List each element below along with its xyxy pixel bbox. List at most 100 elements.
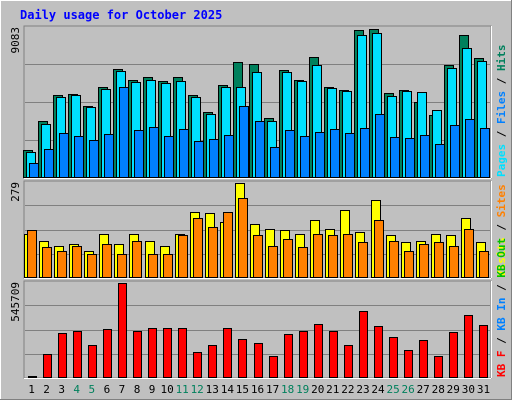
side-legend-item: / <box>495 278 508 298</box>
x-tick-label: 30 <box>462 383 475 396</box>
bar-pages-day-24 <box>375 114 385 178</box>
bar-kb-f-day-16 <box>254 343 263 378</box>
side-legend-item: / <box>495 124 508 144</box>
bar-kb-f-day-11 <box>178 328 187 378</box>
bar-kb-f-day-19 <box>299 331 308 378</box>
panels-layer: 9083 Pages / Files / Hits 279 Visits / Site… <box>9 25 508 379</box>
bar-pages-day-30 <box>465 119 475 178</box>
bar-sites-day-19 <box>298 247 308 278</box>
bar-pages-day-29 <box>450 125 460 178</box>
bar-pages-day-7 <box>119 87 129 178</box>
bar-pages-day-22 <box>345 133 355 178</box>
side-legend-item: KB In <box>495 298 508 331</box>
bar-kb-f-day-13 <box>208 345 217 378</box>
side-legend: Visits / Sites <box>495 184 508 277</box>
bar-pages-day-4 <box>74 136 84 178</box>
bar-kb-f-day-29 <box>449 332 458 378</box>
bar-pages-day-12 <box>194 141 204 178</box>
x-tick-label: 2 <box>43 383 50 396</box>
bar-sites-day-5 <box>87 254 97 278</box>
side-legend-item: Visits <box>495 237 508 277</box>
x-tick-label: 13 <box>206 383 219 396</box>
bar-pages-day-16 <box>255 121 265 178</box>
bar-sites-day-27 <box>419 244 429 278</box>
bar-sites-day-6 <box>102 244 112 278</box>
x-tick-label: 12 <box>191 383 204 396</box>
bar-sites-day-11 <box>178 235 188 278</box>
bar-sites-day-3 <box>57 251 67 278</box>
bar-sites-day-30 <box>464 229 474 278</box>
bar-kb-f-day-2 <box>43 354 52 378</box>
bar-kb-f-day-18 <box>284 334 293 378</box>
bar-sites-day-7 <box>117 254 127 278</box>
x-tick-label: 20 <box>311 383 324 396</box>
x-tick-label: 8 <box>134 383 141 396</box>
bar-kb-f-day-5 <box>88 345 97 378</box>
x-tick-label: 18 <box>281 383 294 396</box>
side-legend-item: / <box>495 331 508 351</box>
bar-sites-day-23 <box>358 242 368 278</box>
bar-sites-day-24 <box>374 220 384 278</box>
x-tick-label: 7 <box>119 383 126 396</box>
bar-pages-day-23 <box>360 128 370 178</box>
series-sites <box>27 198 489 278</box>
x-tick-labels: 1 2 3 4 5 6 7 8 9 10 11 12 13 14 15 16 17 18 19 20 21 22 23 24 2… <box>28 383 490 396</box>
bar-pages-day-14 <box>224 135 234 178</box>
bar-sites-day-2 <box>42 247 52 278</box>
y-max-label: 545709 <box>9 282 22 322</box>
bar-pages-day-1 <box>29 163 39 178</box>
chart-title: Daily usage for October 2025 <box>20 8 222 22</box>
x-tick-label: 21 <box>326 383 339 396</box>
x-tick-label: 31 <box>477 383 490 396</box>
bar-pages-day-6 <box>104 134 114 178</box>
x-tick-label: 29 <box>447 383 460 396</box>
bar-pages-day-21 <box>330 129 340 178</box>
bar-pages-day-3 <box>59 133 69 178</box>
bar-sites-day-15 <box>238 198 248 278</box>
bar-kb-f-day-21 <box>329 331 338 378</box>
bar-sites-day-8 <box>132 241 142 278</box>
bar-pages-day-5 <box>89 140 99 178</box>
x-tick-label: 26 <box>401 383 414 396</box>
bar-sites-day-10 <box>163 254 173 278</box>
bar-sites-day-16 <box>253 235 263 278</box>
bar-sites-day-21 <box>328 235 338 278</box>
bar-sites-day-9 <box>148 254 158 278</box>
bar-sites-day-31 <box>479 251 489 278</box>
bar-kb-f-day-1 <box>28 376 37 378</box>
bar-sites-day-17 <box>268 246 278 278</box>
x-tick-label: 1 <box>28 383 35 396</box>
side-legend-item: Sites <box>495 184 508 217</box>
bar-sites-day-25 <box>389 241 399 278</box>
bar-kb-f-day-9 <box>148 328 157 378</box>
bar-kb-f-day-3 <box>58 333 67 378</box>
bar-kb-f-day-8 <box>133 331 142 378</box>
bar-pages-day-18 <box>285 130 295 178</box>
bar-kb-f-day-6 <box>103 329 112 378</box>
side-legend-item: Pages <box>495 144 508 177</box>
side-legend-item: / <box>495 71 508 91</box>
side-legend-item: Files <box>495 91 508 124</box>
bar-sites-day-26 <box>404 251 414 278</box>
x-tick-label: 6 <box>104 383 111 396</box>
panel-traffic: 9083 Pages / Files / Hits <box>9 25 508 179</box>
side-legend-item: Hits <box>495 45 508 72</box>
bar-kb-f-day-25 <box>389 337 398 378</box>
bar-kb-f-day-10 <box>163 328 172 378</box>
bar-sites-day-18 <box>283 239 293 278</box>
x-tick-label: 24 <box>371 383 385 396</box>
bar-pages-day-9 <box>149 127 159 178</box>
bar-kb-f-day-28 <box>434 356 443 378</box>
bar-sites-day-4 <box>72 246 82 278</box>
x-tick-label: 16 <box>251 383 264 396</box>
bar-kb-f-day-27 <box>419 340 428 378</box>
bar-kb-f-day-15 <box>238 339 247 378</box>
y-max-label: 279 <box>9 182 22 202</box>
bar-kb-f-day-7 <box>118 283 127 378</box>
x-tick-label: 22 <box>341 383 354 396</box>
bar-kb-f-day-23 <box>359 311 368 378</box>
bar-sites-day-28 <box>434 242 444 278</box>
bar-sites-day-12 <box>193 218 203 278</box>
